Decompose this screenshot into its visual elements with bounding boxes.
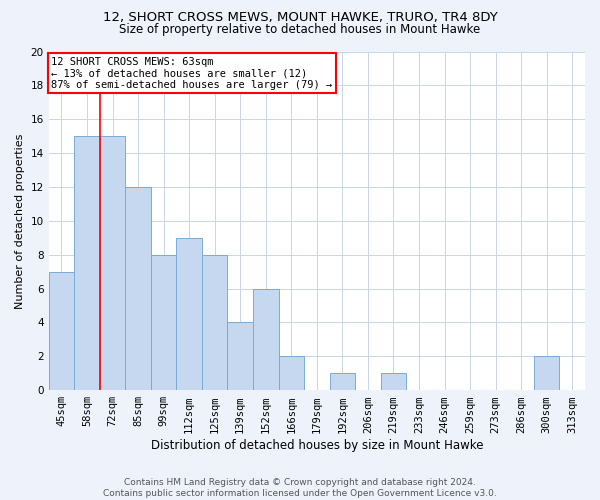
Bar [278, 356, 304, 390]
Text: Contains HM Land Registry data © Crown copyright and database right 2024.
Contai: Contains HM Land Registry data © Crown c… [103, 478, 497, 498]
Text: 12 SHORT CROSS MEWS: 63sqm
← 13% of detached houses are smaller (12)
87% of semi: 12 SHORT CROSS MEWS: 63sqm ← 13% of deta… [52, 56, 332, 90]
Bar [74, 136, 100, 390]
Bar [176, 238, 202, 390]
Bar [534, 356, 559, 390]
Bar [202, 254, 227, 390]
Bar [125, 187, 151, 390]
Text: Size of property relative to detached houses in Mount Hawke: Size of property relative to detached ho… [119, 22, 481, 36]
Bar [227, 322, 253, 390]
Bar [49, 272, 74, 390]
Bar [253, 288, 278, 390]
Y-axis label: Number of detached properties: Number of detached properties [15, 133, 25, 308]
Bar [380, 374, 406, 390]
X-axis label: Distribution of detached houses by size in Mount Hawke: Distribution of detached houses by size … [151, 440, 483, 452]
Bar [329, 374, 355, 390]
Bar [151, 254, 176, 390]
Bar [100, 136, 125, 390]
Text: 12, SHORT CROSS MEWS, MOUNT HAWKE, TRURO, TR4 8DY: 12, SHORT CROSS MEWS, MOUNT HAWKE, TRURO… [103, 11, 497, 24]
